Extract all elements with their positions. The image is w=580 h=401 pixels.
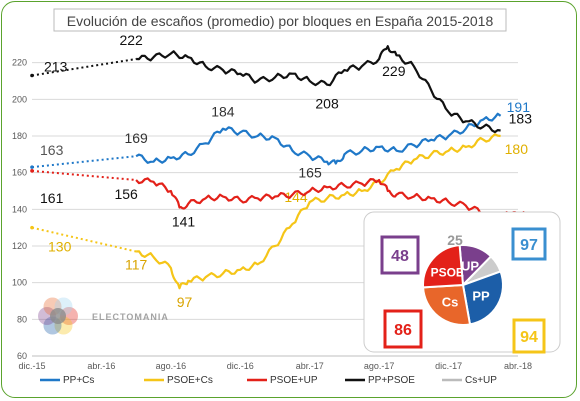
x-tick-label: abr.-18 [504, 361, 532, 371]
y-tick-label: 160 [12, 168, 27, 178]
value-box-label: 97 [520, 237, 538, 254]
start-label: 161 [40, 190, 64, 206]
series-start-point [30, 225, 34, 230]
x-tick-label: abr.-17 [296, 361, 324, 371]
pie-slice-label: PSOE [431, 265, 464, 279]
legend-label: PP+PSOE [368, 375, 415, 386]
value-box [380, 235, 420, 275]
x-tick-label: dic.-17 [435, 361, 462, 371]
data-label: 169 [124, 130, 148, 146]
series-line [135, 177, 502, 224]
start-label: 130 [48, 239, 72, 255]
x-tick-label: abr.-16 [87, 361, 115, 371]
data-label: 229 [382, 63, 406, 79]
pie-slice-label: UP [461, 258, 479, 273]
legend-label: PSOE+UP [270, 375, 318, 386]
series-line [136, 45, 501, 134]
series-line [135, 112, 502, 166]
data-label: 156 [114, 186, 138, 202]
pie-slice [422, 283, 472, 326]
watermark-text: ELECTOMANIA [92, 312, 169, 322]
pie-slice [422, 244, 465, 289]
legend-label: PP+Cs [63, 375, 94, 386]
pie-slice-label: Cs [442, 294, 459, 309]
data-label: 117 [125, 257, 148, 273]
title-box [53, 8, 507, 32]
value-box [511, 227, 547, 261]
legend-label: PSOE+Cs [167, 375, 213, 386]
value-box-label: 86 [394, 322, 412, 339]
value-box-label: 94 [520, 329, 538, 346]
watermark-logo-center [50, 308, 66, 324]
data-label: 141 [172, 214, 196, 230]
legend-label: Cs+UP [465, 375, 497, 386]
y-tick-label: 100 [12, 278, 27, 288]
data-label: 222 [119, 32, 143, 48]
value-box-label: 48 [391, 248, 409, 265]
data-label: 183 [509, 111, 533, 127]
x-tick-label: dic.-15 [18, 361, 45, 371]
data-label: 180 [505, 141, 529, 157]
pie-slice [461, 270, 504, 326]
series-start-point [30, 169, 34, 173]
data-label: 208 [315, 96, 339, 112]
chart-title: Evolución de escaños (promedio) por bloq… [67, 13, 494, 29]
data-label: 97 [177, 294, 193, 310]
y-tick-label: 140 [12, 204, 27, 214]
x-tick-label: ago.-16 [156, 361, 187, 371]
series-start-point [30, 73, 34, 78]
y-tick-label: 220 [12, 58, 27, 68]
data-label: 184 [211, 104, 235, 120]
x-tick-label: dic.-16 [227, 361, 254, 371]
start-label: 163 [40, 142, 64, 158]
value-box-label: 25 [447, 232, 463, 248]
series-line [136, 133, 501, 290]
data-label: 191 [507, 99, 531, 115]
value-box [383, 309, 423, 349]
pie-slice-label: PP [472, 288, 490, 303]
y-tick-label: 120 [12, 241, 27, 251]
value-box [512, 318, 546, 354]
y-tick-label: 200 [12, 94, 27, 104]
series-start-point [30, 165, 34, 169]
y-tick-label: 180 [12, 131, 27, 141]
start-label: 213 [44, 59, 68, 75]
data-label: 165 [298, 165, 322, 181]
x-tick-label: ago.-17 [364, 361, 395, 371]
y-tick-label: 60 [17, 351, 27, 361]
y-tick-label: 80 [17, 314, 27, 324]
